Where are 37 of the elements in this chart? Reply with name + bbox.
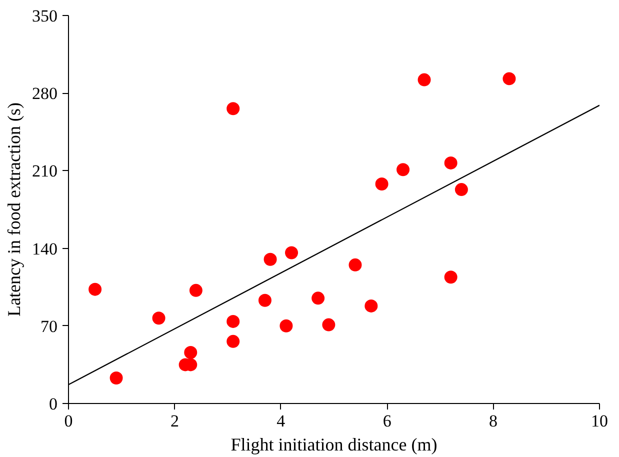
x-tick-label: 0 — [64, 412, 73, 430]
y-axis-title: Latency in food extraction (s) — [4, 102, 24, 316]
point — [285, 246, 298, 260]
point — [110, 372, 123, 384]
point — [418, 73, 431, 86]
x-tick-label: 8 — [489, 412, 498, 430]
point — [226, 334, 240, 348]
point — [454, 183, 468, 196]
point — [444, 270, 458, 284]
point — [396, 163, 410, 176]
point — [280, 319, 293, 332]
point — [502, 72, 516, 86]
point — [226, 314, 240, 328]
x-tick-label: 4 — [276, 412, 286, 430]
x-tick-label: 6 — [382, 412, 392, 430]
point — [189, 284, 202, 297]
point — [152, 312, 166, 325]
point — [264, 252, 277, 266]
point — [88, 282, 102, 296]
point — [364, 299, 378, 312]
y-tick-label: 210 — [32, 162, 58, 181]
point — [375, 178, 388, 190]
point — [258, 294, 272, 307]
y-tick-label: 70 — [40, 316, 58, 336]
point — [312, 292, 325, 305]
point — [322, 318, 336, 332]
y-tick-label: 350 — [32, 6, 58, 26]
point — [348, 258, 362, 272]
y-tick-label: 140 — [32, 239, 58, 258]
x-tick-label: 2 — [170, 412, 179, 430]
x-axis-title: Flight initiation distance (m) — [230, 434, 438, 454]
x-tick-label: 10 — [591, 412, 608, 430]
y-tick-label: 0 — [49, 394, 58, 414]
point — [226, 102, 240, 116]
point — [444, 156, 458, 170]
y-tick-label: 280 — [32, 84, 58, 104]
point — [184, 346, 198, 359]
